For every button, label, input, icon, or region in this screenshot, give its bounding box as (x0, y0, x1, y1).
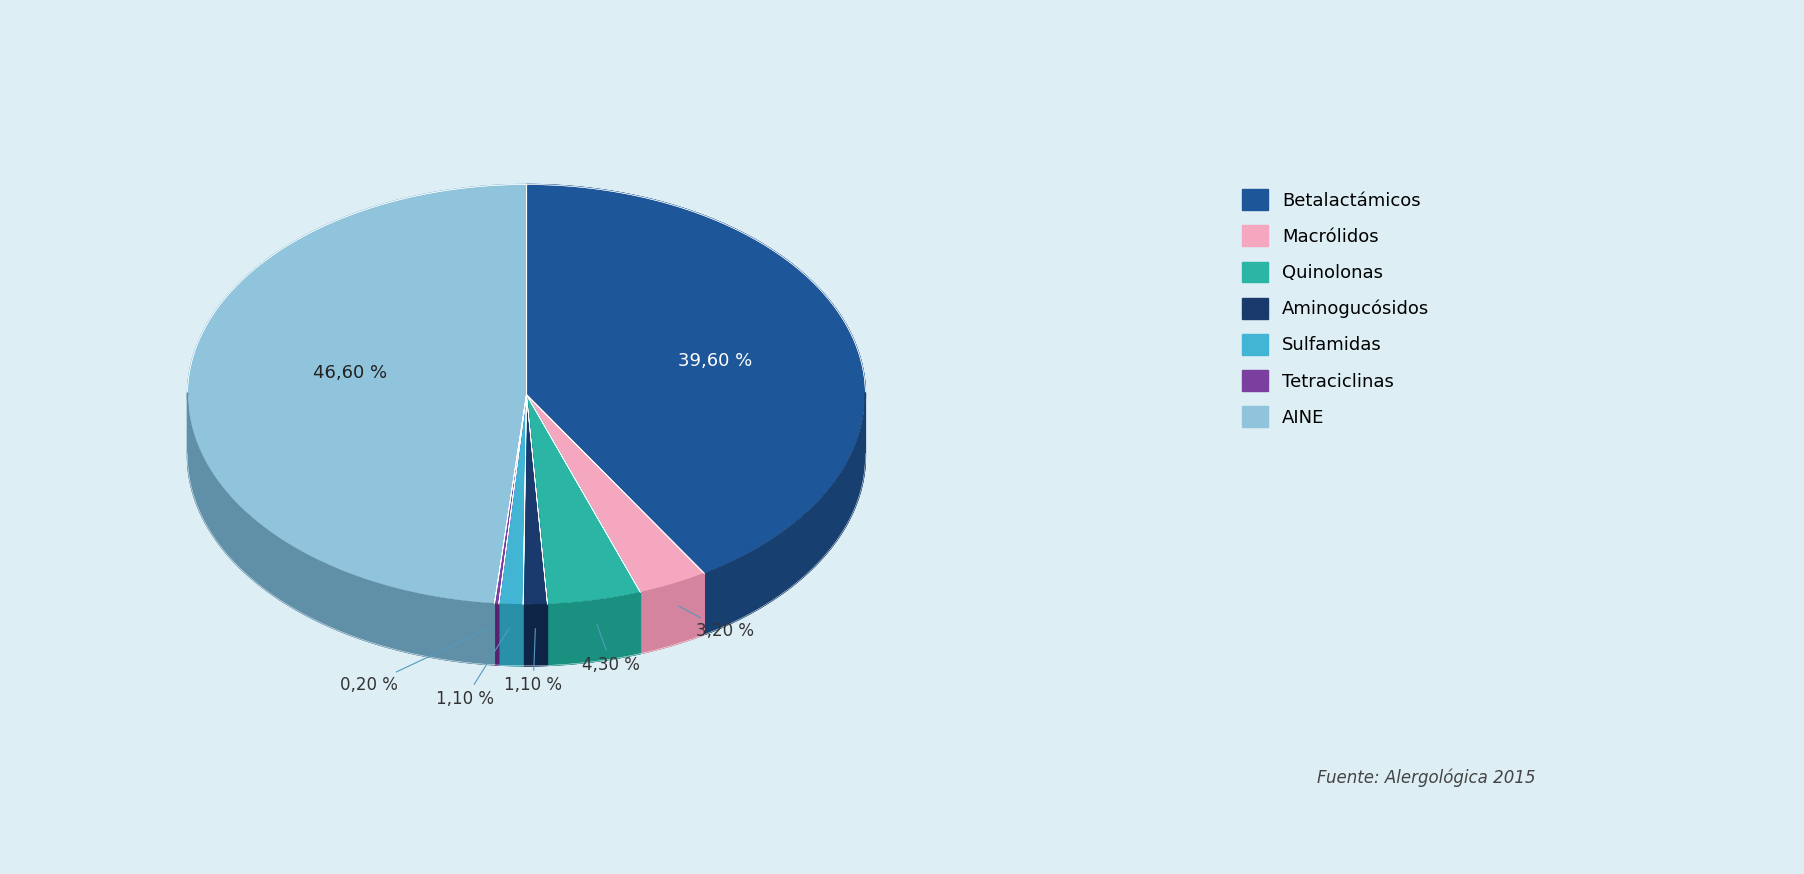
Polygon shape (494, 395, 527, 604)
Polygon shape (527, 395, 640, 654)
Polygon shape (188, 184, 527, 604)
Polygon shape (498, 395, 527, 665)
Polygon shape (527, 395, 704, 635)
Text: 46,60 %: 46,60 % (314, 364, 388, 382)
Polygon shape (498, 604, 523, 666)
Text: 0,20 %: 0,20 % (339, 627, 494, 694)
Polygon shape (498, 395, 527, 605)
Ellipse shape (188, 184, 866, 605)
Text: 1,10 %: 1,10 % (437, 628, 509, 708)
Polygon shape (494, 395, 527, 665)
Polygon shape (527, 395, 704, 593)
Polygon shape (527, 184, 866, 573)
Polygon shape (498, 395, 527, 665)
Polygon shape (527, 395, 547, 665)
Polygon shape (527, 395, 704, 635)
Polygon shape (494, 604, 498, 665)
Polygon shape (704, 392, 866, 635)
Polygon shape (704, 395, 866, 635)
Polygon shape (640, 573, 704, 654)
Polygon shape (523, 395, 547, 605)
Polygon shape (498, 395, 527, 605)
Polygon shape (527, 184, 866, 573)
Polygon shape (527, 395, 640, 654)
Polygon shape (523, 604, 547, 666)
Polygon shape (547, 593, 640, 665)
Polygon shape (498, 604, 523, 666)
Polygon shape (188, 184, 527, 604)
Polygon shape (188, 396, 494, 665)
Polygon shape (527, 395, 640, 604)
Polygon shape (640, 573, 704, 654)
Text: 39,60 %: 39,60 % (678, 352, 752, 371)
Polygon shape (527, 395, 547, 665)
Polygon shape (523, 395, 527, 666)
Text: Fuente: Alergológica 2015: Fuente: Alergológica 2015 (1317, 768, 1535, 787)
Polygon shape (527, 395, 704, 593)
Polygon shape (494, 604, 498, 665)
Text: 3,20 %: 3,20 % (678, 606, 754, 640)
Legend: Betalactámicos, Macrólidos, Quinolonas, Aminogucósidos, Sulfamidas, Tetraciclina: Betalactámicos, Macrólidos, Quinolonas, … (1236, 182, 1436, 434)
Polygon shape (523, 395, 547, 605)
Polygon shape (527, 395, 640, 604)
Text: 1,10 %: 1,10 % (505, 628, 563, 694)
Polygon shape (547, 593, 640, 665)
Polygon shape (523, 395, 527, 666)
Polygon shape (494, 395, 527, 604)
Polygon shape (523, 604, 547, 666)
Polygon shape (494, 395, 527, 665)
Polygon shape (188, 392, 494, 665)
Text: 4,30 %: 4,30 % (583, 624, 640, 674)
Ellipse shape (188, 246, 866, 666)
